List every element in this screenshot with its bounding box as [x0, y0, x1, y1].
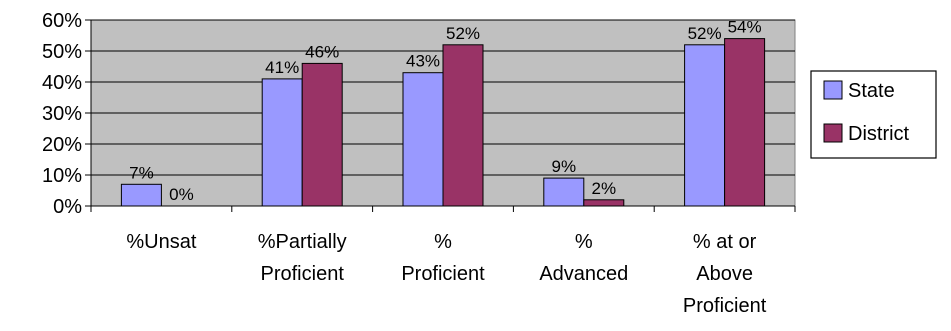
axes: [85, 19, 796, 212]
bar-district: [724, 38, 766, 207]
category-label: %Partially Proficient: [258, 231, 347, 285]
category-label: % Advanced: [539, 231, 628, 285]
category-label: %Unsat: [126, 231, 196, 253]
data-label: 54%: [728, 18, 762, 37]
legend-label-district: District: [848, 123, 910, 145]
data-label: 41%: [265, 58, 299, 77]
bar-district: [301, 62, 343, 207]
y-tick-label: 30%: [42, 103, 82, 125]
bar-state: [120, 183, 162, 207]
legend: State District: [810, 70, 937, 159]
data-label: 7%: [129, 163, 154, 182]
bar-state: [261, 78, 303, 207]
category-label: % at or Above Proficient: [683, 231, 767, 317]
data-label: 9%: [552, 157, 577, 176]
data-label: 0%: [169, 185, 194, 204]
category-label: % Proficient: [401, 231, 485, 285]
legend-swatch-district: [823, 123, 843, 143]
data-label: 2%: [592, 179, 617, 198]
data-label: 43%: [406, 52, 440, 71]
y-axis-tick-labels: 0% 10% 20% 30% 40% 50% 60%: [42, 10, 82, 218]
data-labels: 7% 41% 43% 9% 52% 0% 46% 52% 2% 54%: [129, 18, 762, 204]
y-tick-label: 0%: [53, 196, 82, 218]
bar-state: [402, 72, 444, 207]
bars: [120, 38, 766, 207]
bar-state: [684, 44, 726, 207]
y-tick-label: 40%: [42, 72, 82, 94]
x-axis-category-labels: %Unsat %Partially Proficient % Proficient % Ad…: [126, 231, 766, 317]
y-tick-label: 20%: [42, 134, 82, 156]
data-label: 46%: [305, 42, 339, 61]
y-tick-label: 10%: [42, 165, 82, 187]
legend-label-state: State: [848, 80, 895, 102]
y-tick-label: 50%: [42, 41, 82, 63]
legend-swatch-state: [823, 80, 843, 100]
bar-district: [583, 199, 625, 207]
bar-state: [543, 177, 585, 207]
data-label: 52%: [688, 24, 722, 43]
data-label: 52%: [446, 24, 480, 43]
y-tick-label: 60%: [42, 10, 82, 32]
bar-district: [442, 44, 484, 207]
